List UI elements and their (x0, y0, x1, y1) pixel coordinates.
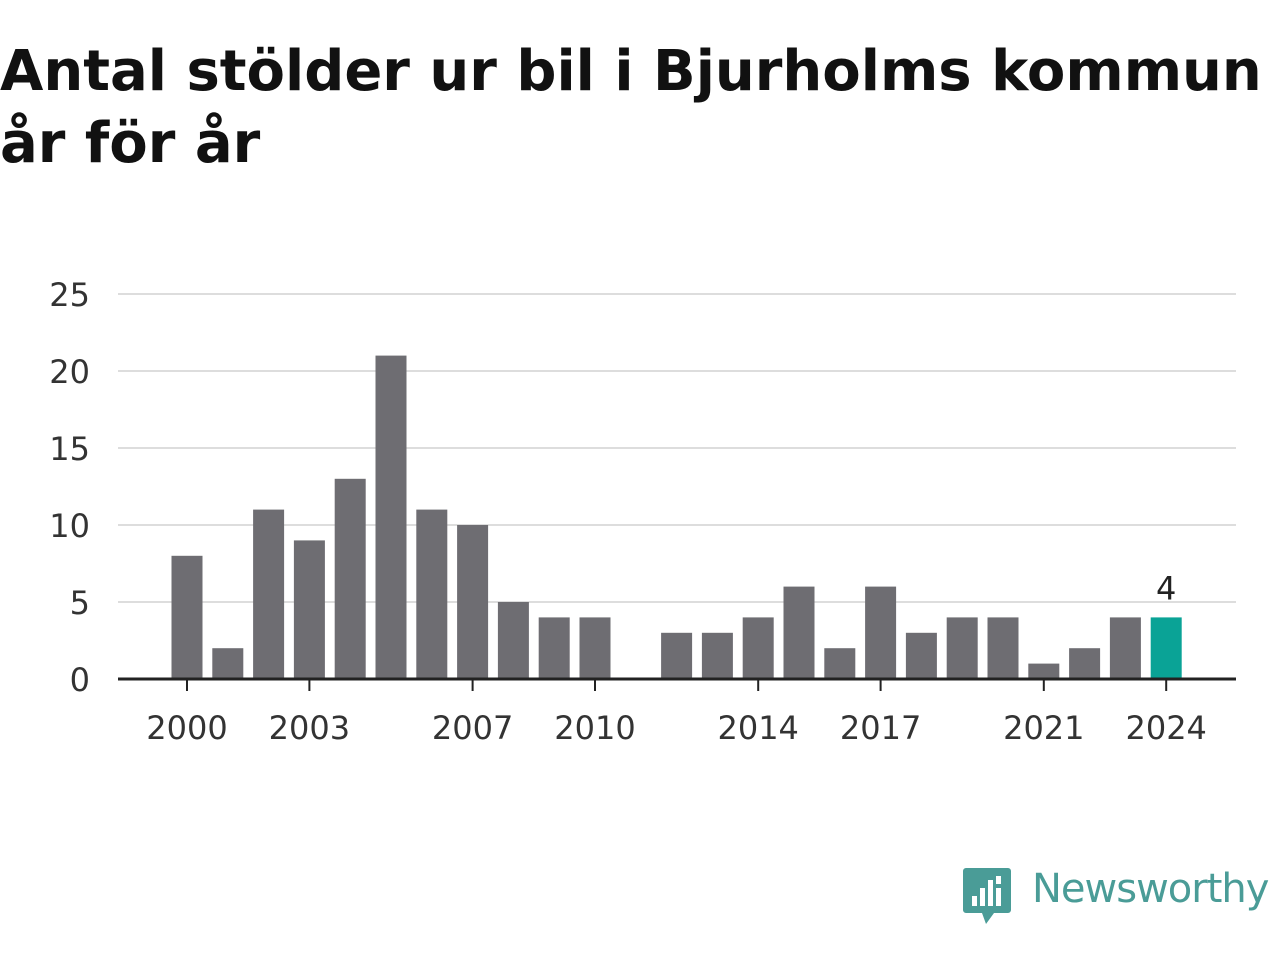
x-tick-label: 2003 (269, 709, 350, 747)
y-tick-label: 5 (70, 584, 90, 622)
bar (742, 617, 774, 679)
bar (701, 632, 733, 679)
bar (783, 586, 815, 679)
bar (579, 617, 611, 679)
bars (171, 355, 1182, 679)
highlight-bar (1150, 617, 1182, 679)
x-tick-label: 2000 (146, 709, 227, 747)
chart-title-line-1: Antal stölder ur bil i Bjurholms kommun (0, 39, 1262, 104)
newsworthy-logo-icon (963, 868, 1011, 924)
axes (118, 677, 1236, 691)
tick-labels: 0 5 10 15 20 25 4 2000 2003 2007 2010 2014 2017 2021 2… (49, 276, 1207, 747)
y-tick-label: 25 (49, 276, 90, 314)
bar (334, 478, 366, 679)
bar (661, 632, 693, 679)
bar (375, 355, 407, 679)
bar (293, 540, 325, 679)
x-tick-label: 2021 (1003, 709, 1084, 747)
bar-chart: 0 5 10 15 20 25 4 2000 2003 2007 2010 2014 2017 2021 2… (49, 276, 1236, 747)
y-tick-label: 20 (49, 353, 90, 391)
chart-title-line-2: år för år (0, 111, 261, 176)
bar (416, 509, 448, 679)
x-tick-label: 2010 (554, 709, 635, 747)
chart-title: Antal stölder ur bil i Bjurholms kommun … (0, 36, 1280, 180)
y-tick-label: 15 (49, 430, 90, 468)
bar (824, 648, 856, 679)
y-tick-label: 10 (49, 507, 90, 545)
y-tick-label: 0 (70, 661, 90, 699)
bar (865, 586, 897, 679)
x-tick-label: 2024 (1125, 709, 1206, 747)
x-tick-label: 2007 (432, 709, 513, 747)
data-label-highlight: 4 (1156, 569, 1176, 607)
bar (1109, 617, 1141, 679)
bar (457, 525, 489, 679)
bar (905, 632, 937, 679)
bar (253, 509, 285, 679)
bar (497, 602, 529, 679)
brand-name: Newsworthy (1032, 866, 1269, 912)
newsworthy-brand: Newsworthy (962, 860, 1278, 930)
grid-lines (118, 293, 1236, 603)
x-tick-label: 2017 (840, 709, 921, 747)
bar (987, 617, 1019, 679)
bar (171, 555, 203, 679)
bar (212, 648, 244, 679)
x-tick-label: 2014 (717, 709, 798, 747)
bar (946, 617, 978, 679)
bar (538, 617, 570, 679)
bar (1028, 663, 1060, 679)
bar (1069, 648, 1101, 679)
